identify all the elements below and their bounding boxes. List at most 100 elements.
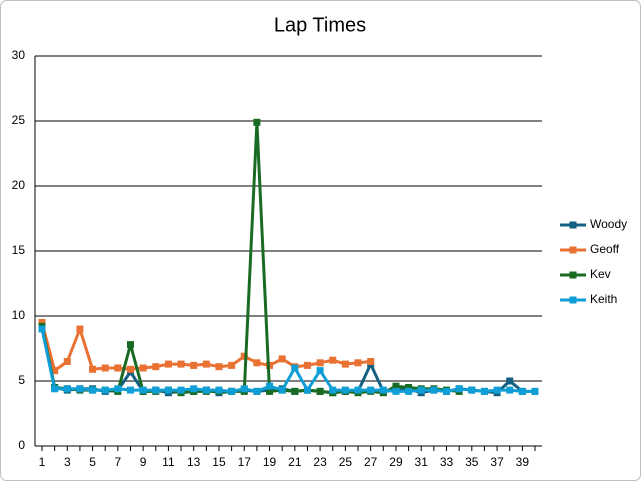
marker <box>89 386 97 394</box>
marker <box>329 356 337 364</box>
y-tick-label: 15 <box>12 243 26 257</box>
legend-label: Woody <box>590 217 627 231</box>
marker <box>253 118 261 126</box>
marker <box>139 364 147 372</box>
marker <box>38 319 46 326</box>
marker <box>354 386 362 394</box>
marker <box>51 367 59 375</box>
marker <box>329 386 337 394</box>
marker <box>177 386 185 394</box>
marker <box>164 360 172 368</box>
marker <box>114 364 122 372</box>
marker <box>89 365 97 373</box>
marker <box>443 387 451 395</box>
x-tick-label: 5 <box>89 455 96 469</box>
marker <box>480 387 488 395</box>
marker <box>531 387 539 395</box>
marker <box>303 361 311 369</box>
x-tick-label: 27 <box>364 455 378 469</box>
x-tick-label: 11 <box>162 455 175 469</box>
marker <box>341 360 349 368</box>
marker <box>126 365 134 373</box>
x-tick-label: 3 <box>64 455 71 469</box>
chart-title: Lap Times <box>274 14 366 36</box>
marker <box>190 385 198 393</box>
x-tick-label: 33 <box>440 455 454 469</box>
marker <box>202 386 210 394</box>
marker <box>76 385 84 393</box>
legend-marker <box>569 246 577 254</box>
marker <box>63 358 71 365</box>
marker <box>139 386 147 394</box>
marker <box>506 386 514 394</box>
marker <box>202 360 210 368</box>
x-tick-label: 7 <box>115 455 122 469</box>
marker <box>38 325 46 333</box>
marker <box>101 364 109 372</box>
marker <box>228 387 236 395</box>
legend-label: Geoff <box>590 242 620 256</box>
marker <box>253 387 261 395</box>
x-tick-label: 39 <box>516 455 530 469</box>
marker <box>152 386 160 394</box>
x-tick-label: 1 <box>39 455 46 469</box>
marker <box>266 382 274 390</box>
marker <box>51 385 59 393</box>
y-tick-label: 5 <box>18 373 25 387</box>
x-tick-label: 31 <box>415 455 429 469</box>
marker <box>506 377 514 385</box>
series-line <box>40 328 535 393</box>
x-tick-label: 17 <box>238 455 252 469</box>
marker <box>316 367 324 375</box>
marker <box>405 387 413 395</box>
marker <box>240 352 248 360</box>
y-tick-label: 30 <box>12 48 26 62</box>
marker <box>253 359 261 367</box>
marker <box>518 387 526 395</box>
x-tick-label: 15 <box>212 455 226 469</box>
marker <box>215 386 223 394</box>
legend-label: Keith <box>590 292 617 306</box>
marker <box>367 386 375 394</box>
marker <box>303 386 311 394</box>
marker <box>164 386 172 394</box>
marker <box>379 386 387 394</box>
y-tick-label: 0 <box>18 438 25 452</box>
x-tick-label: 25 <box>339 455 353 469</box>
legend-marker <box>569 221 577 229</box>
marker <box>354 359 362 367</box>
marker <box>126 341 134 349</box>
marker <box>316 359 324 367</box>
marker <box>215 363 223 371</box>
x-tick-label: 37 <box>490 455 504 469</box>
x-tick-label: 13 <box>187 455 201 469</box>
marker <box>291 387 299 395</box>
marker <box>417 386 425 394</box>
marker <box>455 385 463 393</box>
marker <box>278 355 286 363</box>
marker <box>493 386 501 394</box>
x-tick-label: 23 <box>313 455 327 469</box>
marker <box>101 386 109 394</box>
x-tick-label: 19 <box>263 455 277 469</box>
marker <box>228 361 236 369</box>
x-tick-label: 35 <box>465 455 479 469</box>
marker <box>278 386 286 394</box>
marker <box>190 361 198 369</box>
marker <box>240 385 248 393</box>
legend-marker <box>569 271 577 279</box>
marker <box>126 386 134 394</box>
marker <box>152 363 160 371</box>
marker <box>76 325 84 333</box>
legend-marker <box>569 296 577 304</box>
marker <box>63 385 71 393</box>
x-tick-label: 9 <box>140 455 147 469</box>
marker <box>114 385 122 393</box>
marker <box>177 360 185 368</box>
marker <box>266 387 274 395</box>
marker <box>405 384 413 391</box>
marker <box>367 358 375 365</box>
y-tick-label: 20 <box>12 178 26 192</box>
